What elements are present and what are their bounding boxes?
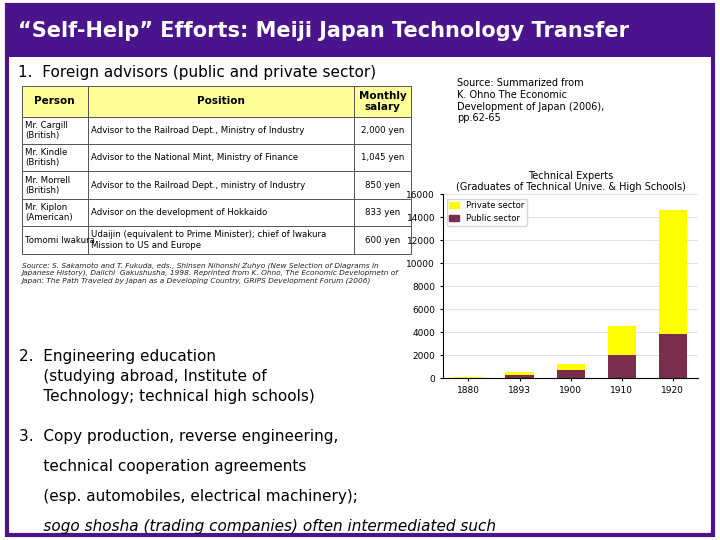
FancyBboxPatch shape	[22, 117, 88, 144]
FancyBboxPatch shape	[22, 144, 88, 172]
Text: 1.  Foreign advisors (public and private sector): 1. Foreign advisors (public and private …	[18, 65, 376, 80]
Text: technical cooperation agreements: technical cooperation agreements	[19, 459, 306, 474]
Text: Mr. Kiplon
(American): Mr. Kiplon (American)	[25, 203, 73, 222]
Bar	[557, 370, 585, 378]
Text: 600 yen: 600 yen	[365, 235, 400, 245]
Text: Advisor on the development of Hokkaido: Advisor on the development of Hokkaido	[91, 208, 268, 217]
FancyBboxPatch shape	[354, 117, 411, 144]
Bar	[659, 211, 687, 334]
Bar	[608, 326, 636, 355]
Text: Person: Person	[35, 97, 75, 106]
Text: Position: Position	[197, 97, 245, 106]
FancyBboxPatch shape	[354, 199, 411, 226]
Text: Mr. Morrell
(British): Mr. Morrell (British)	[25, 176, 70, 195]
Text: Udaijin (equivalent to Prime Minister); chief of Iwakura
Mission to US and Europ: Udaijin (equivalent to Prime Minister); …	[91, 231, 327, 250]
Bar	[659, 334, 687, 378]
FancyBboxPatch shape	[22, 199, 88, 226]
Text: 2.  Engineering education
     (studying abroad, Institute of
     Technology; t: 2. Engineering education (studying abroa…	[19, 349, 314, 404]
Text: Source: S. Sakamoto and T. Fukuda, eds., Shinsen Nihonshi Zuhyo (New Selection o: Source: S. Sakamoto and T. Fukuda, eds.,…	[22, 262, 398, 284]
FancyBboxPatch shape	[354, 172, 411, 199]
FancyBboxPatch shape	[7, 5, 713, 57]
Text: 3.  Copy production, reverse engineering,: 3. Copy production, reverse engineering,	[19, 429, 338, 443]
Text: sogo shosha (trading companies) often intermediated such: sogo shosha (trading companies) often in…	[19, 519, 495, 534]
FancyBboxPatch shape	[22, 226, 88, 254]
Bar	[608, 355, 636, 378]
FancyBboxPatch shape	[7, 5, 713, 535]
Title: Technical Experts
(Graduates of Technical Unive. & High Schools): Technical Experts (Graduates of Technica…	[456, 171, 685, 192]
FancyBboxPatch shape	[22, 86, 88, 117]
FancyBboxPatch shape	[88, 117, 354, 144]
Text: Advisor to the National Mint, Ministry of Finance: Advisor to the National Mint, Ministry o…	[91, 153, 299, 162]
FancyBboxPatch shape	[354, 226, 411, 254]
Text: 850 yen: 850 yen	[365, 181, 400, 190]
Bar	[505, 372, 534, 375]
Text: Mr. Cargill
(British): Mr. Cargill (British)	[25, 120, 68, 140]
FancyBboxPatch shape	[88, 172, 354, 199]
Text: Advisor to the Railroad Dept., Ministry of Industry: Advisor to the Railroad Dept., Ministry …	[91, 126, 305, 135]
FancyBboxPatch shape	[88, 144, 354, 172]
Text: Monthly
salary: Monthly salary	[359, 91, 406, 112]
Text: Tomomi Iwakura: Tomomi Iwakura	[25, 235, 95, 245]
Bar	[557, 364, 585, 370]
FancyBboxPatch shape	[22, 172, 88, 199]
Text: 833 yen: 833 yen	[365, 208, 400, 217]
Text: 2,000 yen: 2,000 yen	[361, 126, 404, 135]
Text: Mr. Kindle
(British): Mr. Kindle (British)	[25, 148, 68, 167]
FancyBboxPatch shape	[354, 144, 411, 172]
Text: 1,045 yen: 1,045 yen	[361, 153, 404, 162]
Text: “Self-Help” Efforts: Meiji Japan Technology Transfer: “Self-Help” Efforts: Meiji Japan Technol…	[18, 21, 629, 41]
Text: Advisor to the Railroad Dept., ministry of Industry: Advisor to the Railroad Dept., ministry …	[91, 181, 306, 190]
FancyBboxPatch shape	[354, 86, 411, 117]
Text: (esp. automobiles, electrical machinery);: (esp. automobiles, electrical machinery)…	[19, 489, 357, 504]
Legend: Private sector, Public sector: Private sector, Public sector	[447, 199, 527, 226]
Bar	[505, 375, 534, 378]
FancyBboxPatch shape	[88, 199, 354, 226]
FancyBboxPatch shape	[88, 86, 354, 117]
FancyBboxPatch shape	[88, 226, 354, 254]
Text: Source: Summarized from
K. Ohno The Economic
Development of Japan (2006),
pp.62-: Source: Summarized from K. Ohno The Econ…	[457, 78, 605, 123]
